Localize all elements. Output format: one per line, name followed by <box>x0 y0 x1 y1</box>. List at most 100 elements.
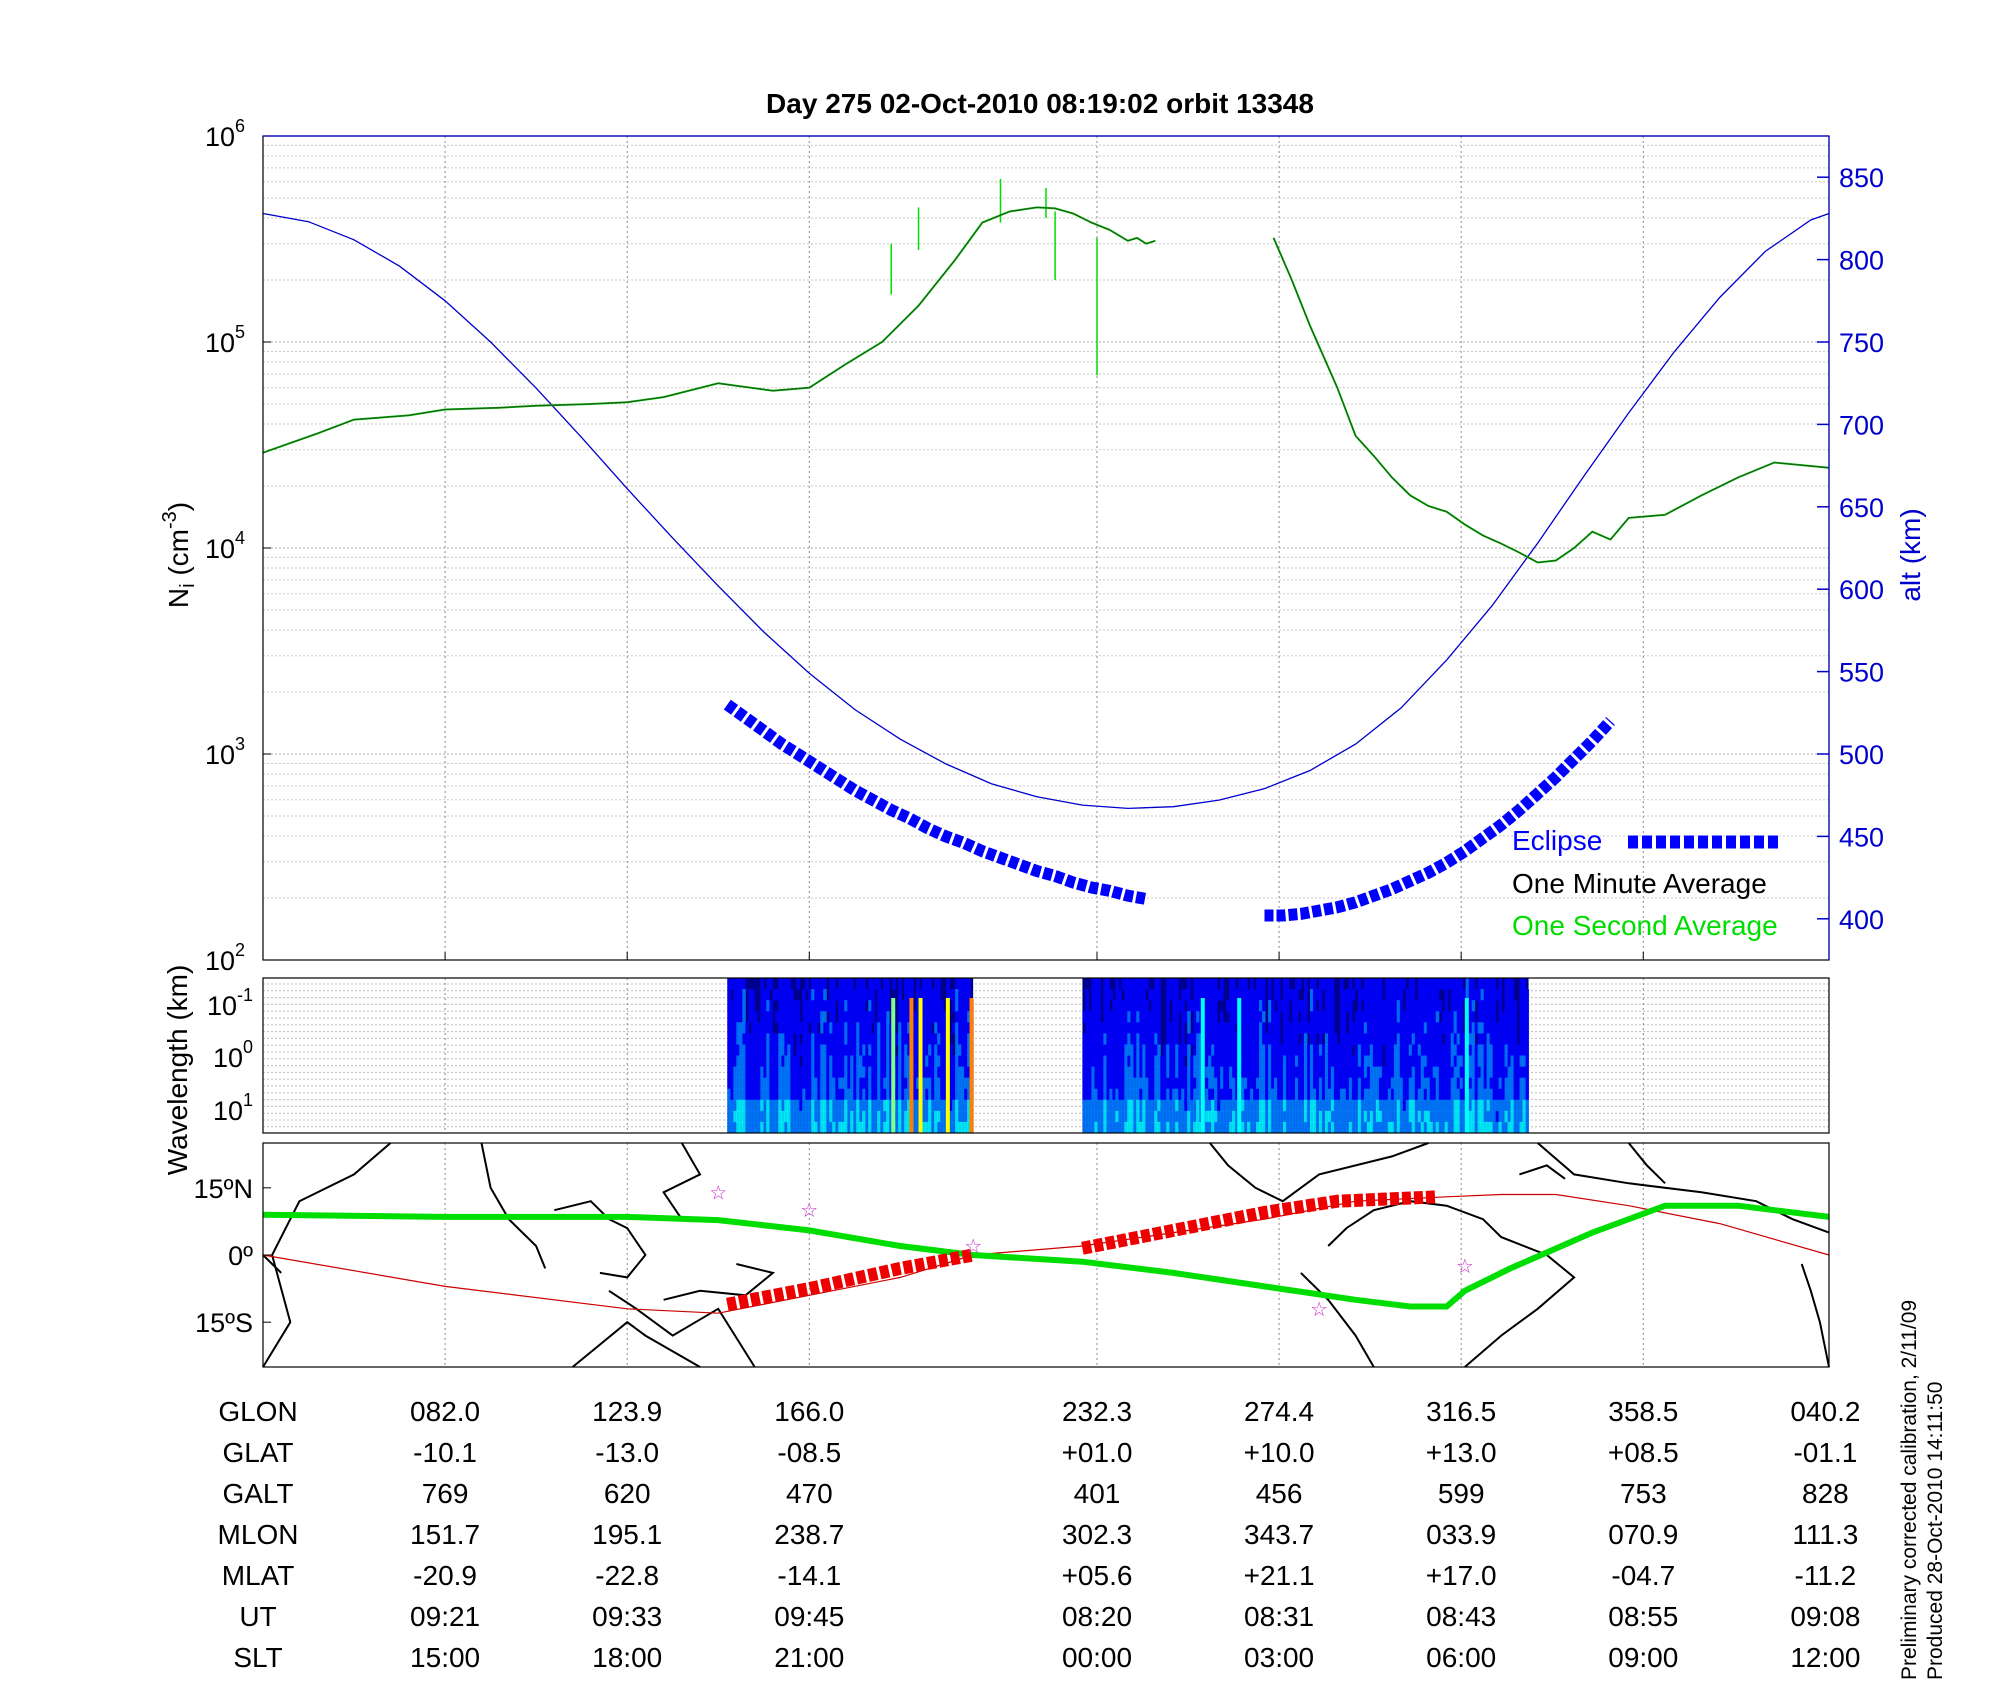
spectrogram-cell <box>1444 1121 1449 1134</box>
spectrogram-cell <box>1366 1044 1371 1056</box>
spectrogram-cell <box>1127 989 1131 1001</box>
coastline <box>1627 1142 1666 1185</box>
spectrogram-cell <box>1420 1077 1425 1090</box>
spectrogram-cell <box>1483 1099 1488 1112</box>
spectrogram-cell <box>853 1033 857 1045</box>
spectrogram-cell <box>859 989 863 1001</box>
spectrogram-cell <box>1306 1110 1311 1123</box>
spectrogram-cell <box>1495 1121 1500 1134</box>
spectrogram-cell <box>1321 1066 1326 1079</box>
spectrogram-cell <box>1133 978 1137 990</box>
spectrogram-cell <box>832 1011 836 1023</box>
spectrogram-cell <box>1420 1011 1425 1023</box>
spectrogram-cell <box>847 1066 851 1079</box>
spectrogram-cell <box>1402 1077 1407 1090</box>
spectrogram-cell <box>1250 1000 1254 1012</box>
spectrogram-cell <box>901 1033 905 1045</box>
spectrogram-cell <box>1522 1000 1527 1012</box>
spectrogram-cell <box>1217 1044 1221 1056</box>
spectrogram-cell <box>1339 978 1344 990</box>
spectrogram-cell <box>1241 978 1245 990</box>
spectrogram-cell <box>1148 1022 1152 1034</box>
spectrogram-cell <box>1118 1011 1122 1023</box>
spectrogram-cell <box>964 1088 968 1101</box>
spectrogram-cell <box>790 1044 794 1056</box>
spectrogram-cell <box>1172 1099 1176 1112</box>
spectrogram-cell <box>1495 1099 1500 1112</box>
spectrogram-cell <box>1106 1022 1110 1034</box>
spectrogram-cell <box>1142 1033 1146 1045</box>
spectrogram-cell <box>841 1110 845 1123</box>
spectrogram-cell <box>1489 1066 1494 1079</box>
spectrogram-cell <box>886 1022 890 1034</box>
spectrogram-cell <box>820 1088 824 1101</box>
spectrogram-cell <box>742 1099 746 1112</box>
spectrogram-cell <box>1438 1110 1443 1123</box>
spectrogram-cell <box>775 989 779 1001</box>
spectrogram-cell <box>1330 1033 1335 1045</box>
spectrogram-cell <box>1130 1088 1134 1101</box>
spectrogram-cell <box>1175 1099 1179 1112</box>
spectrogram-cell <box>1256 989 1260 1001</box>
spectrogram-cell <box>1229 1121 1233 1134</box>
spectrogram-cell <box>733 1033 737 1045</box>
spectrogram-cell <box>1444 1044 1449 1056</box>
spectrogram-cell <box>1399 978 1404 990</box>
spectrogram-cell <box>829 1055 833 1068</box>
spectrogram-cell <box>781 989 785 1001</box>
y-axis-label-density: Ni (cm-3) <box>159 502 199 608</box>
table-cell: 456 <box>1255 1478 1303 1509</box>
spectrogram-cell <box>1522 1011 1527 1023</box>
table-cell: 033.9 <box>1426 1519 1497 1550</box>
spectrogram-cell <box>1136 1000 1140 1012</box>
spectrogram-cell <box>1327 1110 1332 1123</box>
spectrogram-cell <box>793 1077 797 1090</box>
spectrogram-cell <box>778 978 782 990</box>
spectrogram-cell <box>883 1099 887 1112</box>
spectrogram-cell <box>1292 1066 1296 1079</box>
spectrogram-cell <box>1348 1000 1353 1012</box>
table-cell: 09:00 <box>1608 1642 1679 1673</box>
spectrogram-cell <box>916 1044 920 1056</box>
spectrogram-cell <box>1498 1099 1503 1112</box>
spectrogram-cell <box>865 989 869 1001</box>
spectrogram-cell <box>1468 1011 1473 1023</box>
spectrogram-cell <box>1333 1066 1338 1079</box>
spectrogram-cell <box>811 1121 815 1134</box>
spectrogram-cell <box>1471 989 1476 1001</box>
spectrogram-cell <box>952 1055 956 1068</box>
spectrogram-cell <box>1351 1099 1356 1112</box>
spectrogram-cell <box>898 989 902 1001</box>
spectrogram-cell <box>790 1055 794 1068</box>
spectrogram-cell <box>829 1099 833 1112</box>
spectrogram-cell <box>1408 1077 1413 1090</box>
spectrogram-cell <box>736 1099 740 1112</box>
spectrogram-cell <box>1133 1011 1137 1023</box>
spectrogram-cell <box>952 1077 956 1090</box>
spectrogram-cell <box>1283 1022 1287 1034</box>
table-cell: -08.5 <box>777 1437 842 1468</box>
spectrogram-cell <box>811 1077 815 1090</box>
spectrogram-cell <box>1462 1033 1467 1045</box>
spectrogram-cell <box>1297 1000 1302 1012</box>
spectrogram-cell <box>1372 1077 1377 1090</box>
spectrogram-cell <box>1238 989 1242 1001</box>
spectrogram-cell <box>1229 1055 1233 1068</box>
spectrogram-cell <box>1357 1011 1362 1023</box>
spectrogram-cell <box>1199 978 1203 990</box>
spectrogram-cell <box>1423 1077 1428 1090</box>
spectrogram-cell <box>886 1066 890 1079</box>
spectrogram-cell <box>1426 1066 1431 1079</box>
spectrogram-cell <box>832 1077 836 1090</box>
spectrogram-cell <box>1381 1011 1386 1023</box>
spectrogram-cell <box>826 1055 830 1068</box>
spectrogram-cell <box>1336 1055 1341 1068</box>
spectrogram-cell <box>1402 1110 1407 1123</box>
spectrogram-cell <box>1160 1110 1164 1123</box>
spectrogram-cell <box>1211 1088 1215 1101</box>
spectrogram-cell <box>1372 1088 1377 1101</box>
spectrogram-cell <box>733 1000 737 1012</box>
spectrogram-cell <box>1172 1011 1176 1023</box>
spectrogram-cell <box>877 1011 881 1023</box>
spectrogram-cell <box>1309 1088 1314 1101</box>
